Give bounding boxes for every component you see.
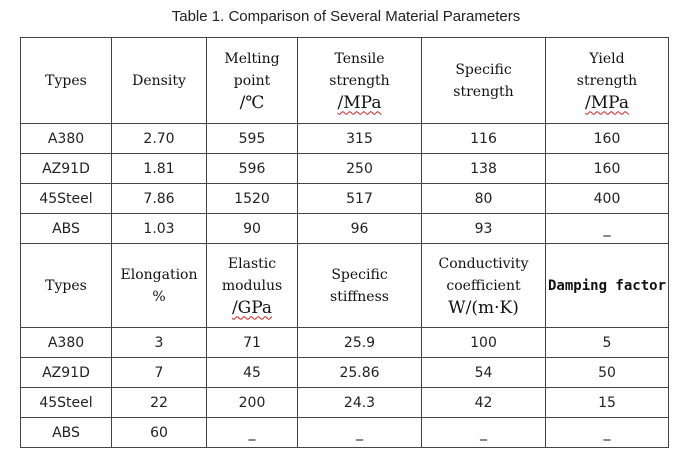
table-row: AZ91D 1.81 596 250 138 160 <box>20 153 669 184</box>
cell: _ <box>545 213 669 244</box>
table-row: ABS 60 _ _ _ _ <box>20 417 669 448</box>
cell: 595 <box>206 123 298 154</box>
cell: _ <box>206 417 298 448</box>
header-melting-point: Melting point /℃ <box>206 37 298 124</box>
cell: 24.3 <box>297 387 422 418</box>
material-parameters-table: Types Density Melting point /℃ Tensile s… <box>20 37 669 448</box>
cell: 15 <box>545 387 669 418</box>
cell: 315 <box>297 123 422 154</box>
table-row: ABS 1.03 90 96 93 _ <box>20 213 669 244</box>
table-row: AZ91D 7 45 25.86 54 50 <box>20 357 669 388</box>
cell: 1.81 <box>111 153 207 184</box>
cell: 100 <box>421 327 546 358</box>
table-caption: Table 1. Comparison of Several Material … <box>171 8 521 25</box>
cell: 90 <box>206 213 298 244</box>
cell: 22 <box>111 387 207 418</box>
cell: _ <box>421 417 546 448</box>
header-damping-factor: Damping factor <box>545 243 669 328</box>
cell: A380 <box>20 123 112 154</box>
table-row: A380 3 71 25.9 100 5 <box>20 327 669 358</box>
cell: 25.9 <box>297 327 422 358</box>
cell: A380 <box>20 327 112 358</box>
cell: 96 <box>297 213 422 244</box>
cell: ABS <box>20 417 112 448</box>
cell: 200 <box>206 387 298 418</box>
cell: 80 <box>421 183 546 214</box>
cell: 93 <box>421 213 546 244</box>
header-yield-strength: Yield strength /MPa <box>545 37 669 124</box>
cell: 50 <box>545 357 669 388</box>
cell: 45 <box>206 357 298 388</box>
header-conductivity-coefficient: Conductivity coefficient W/(m·K) <box>421 243 546 328</box>
cell: 3 <box>111 327 207 358</box>
cell: 42 <box>421 387 546 418</box>
header-density: Density <box>111 37 207 124</box>
cell: 7.86 <box>111 183 207 214</box>
cell: 1.03 <box>111 213 207 244</box>
cell: 2.70 <box>111 123 207 154</box>
cell: 160 <box>545 153 669 184</box>
cell: AZ91D <box>20 153 112 184</box>
cell: 160 <box>545 123 669 154</box>
cell: 5 <box>545 327 669 358</box>
cell: AZ91D <box>20 357 112 388</box>
table-row: A380 2.70 595 315 116 160 <box>20 123 669 154</box>
cell: 25.86 <box>297 357 422 388</box>
header-elastic-modulus: Elastic modulus /GPa <box>206 243 298 328</box>
cell: _ <box>297 417 422 448</box>
cell: 60 <box>111 417 207 448</box>
header-specific-stiffness: Specific stiffness <box>297 243 422 328</box>
header-specific-strength: Specific strength <box>421 37 546 124</box>
header-types: Types <box>20 37 112 124</box>
table-row: 45Steel 7.86 1520 517 80 400 <box>20 183 669 214</box>
cell: 596 <box>206 153 298 184</box>
header-tensile-strength: Tensile strength /MPa <box>297 37 422 124</box>
table2-header-row: Types Elongation % Elastic modulus /GPa … <box>20 243 669 328</box>
cell: ABS <box>20 213 112 244</box>
cell: 138 <box>421 153 546 184</box>
cell: 7 <box>111 357 207 388</box>
cell: 71 <box>206 327 298 358</box>
cell: 54 <box>421 357 546 388</box>
cell: 400 <box>545 183 669 214</box>
table1-header-row: Types Density Melting point /℃ Tensile s… <box>20 37 669 124</box>
cell: 1520 <box>206 183 298 214</box>
table-row: 45Steel 22 200 24.3 42 15 <box>20 387 669 418</box>
cell: 45Steel <box>20 387 112 418</box>
cell: 45Steel <box>20 183 112 214</box>
cell: 517 <box>297 183 422 214</box>
header-types: Types <box>20 243 112 328</box>
cell: 116 <box>421 123 546 154</box>
cell: 250 <box>297 153 422 184</box>
cell: _ <box>545 417 669 448</box>
header-elongation: Elongation % <box>111 243 207 328</box>
